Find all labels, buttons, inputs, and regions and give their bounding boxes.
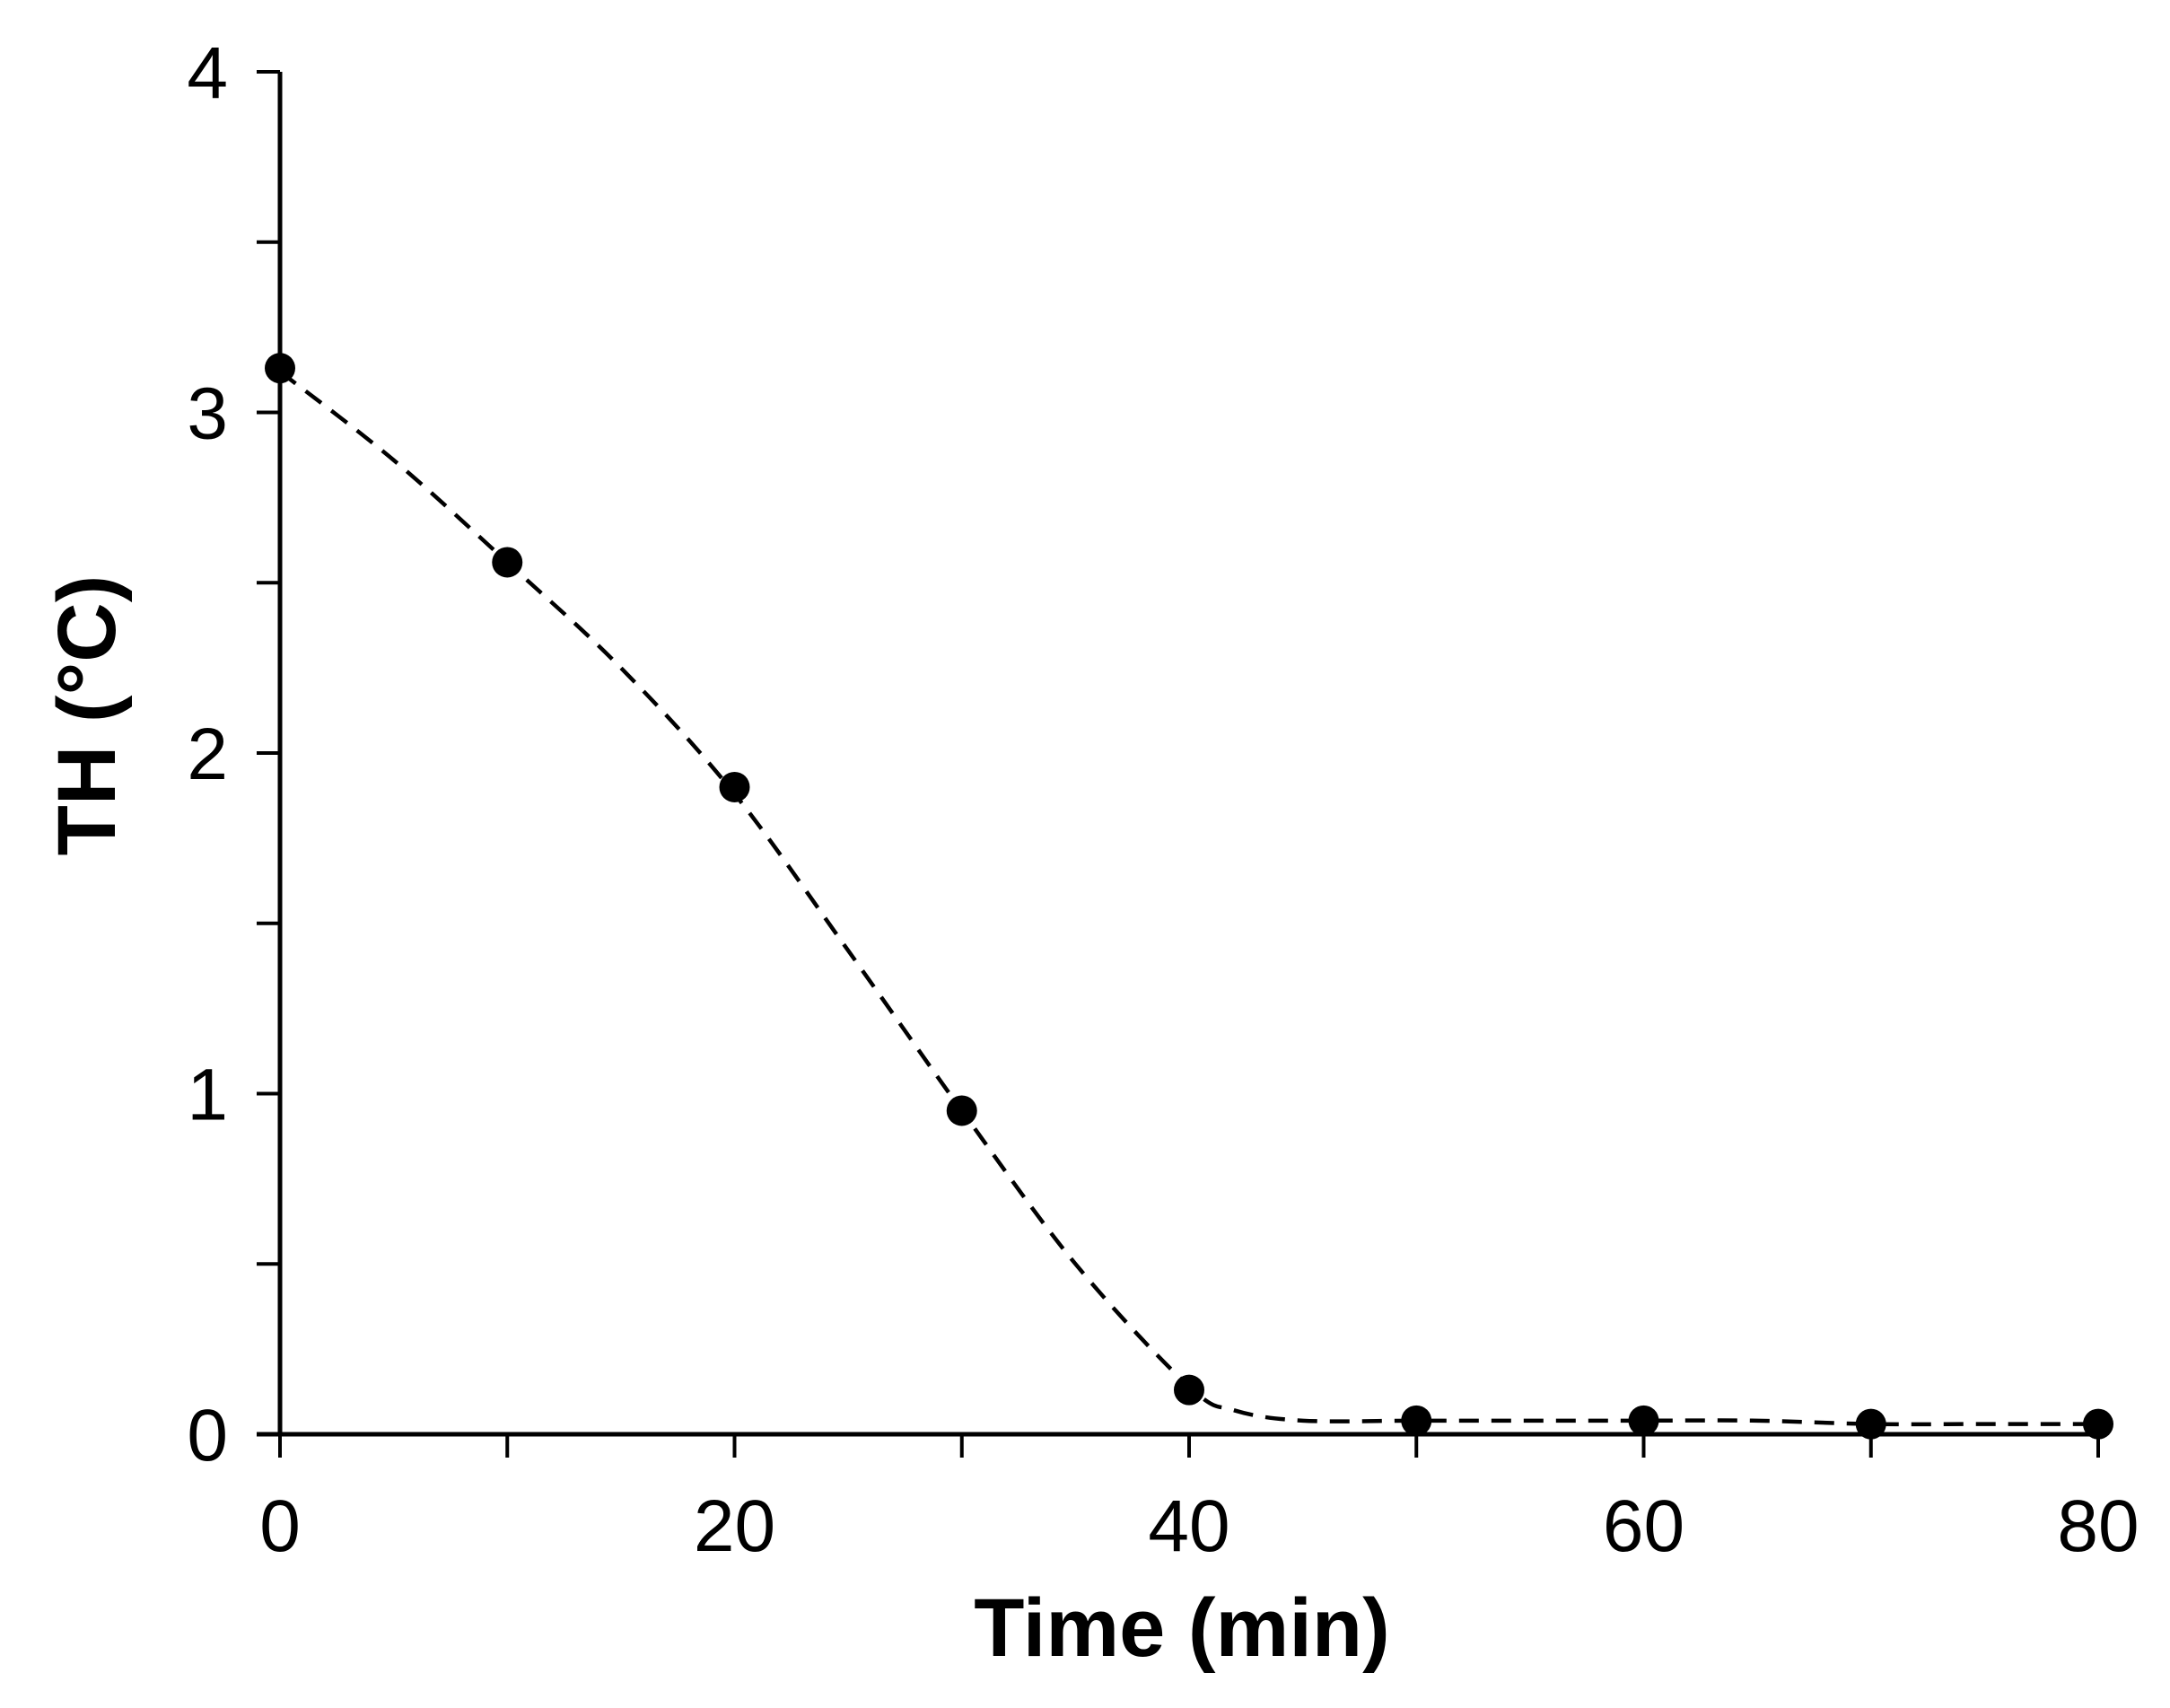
data-point: [946, 1095, 977, 1126]
y-tick-label: 1: [187, 1055, 228, 1136]
data-point: [1855, 1408, 1886, 1440]
data-point: [492, 547, 523, 578]
y-tick-label: 4: [187, 32, 228, 114]
data-point: [1628, 1405, 1659, 1436]
x-tick-label: 80: [2057, 1485, 2139, 1567]
data-point: [1174, 1374, 1204, 1406]
y-tick-label: 2: [187, 714, 228, 795]
x-axis-title: Time (min): [974, 1582, 1389, 1674]
y-axis-title: TH (°C): [41, 575, 133, 856]
data-point: [1401, 1405, 1432, 1436]
y-tick-label: 0: [187, 1395, 228, 1476]
data-point: [719, 771, 750, 802]
plot-area: [265, 353, 2113, 1440]
x-tick-label: 0: [259, 1485, 301, 1567]
x-tick-label: 20: [694, 1485, 775, 1567]
y-tick-label: 3: [187, 373, 228, 455]
x-tick-label: 60: [1603, 1485, 1684, 1567]
x-tick-label: 40: [1148, 1485, 1229, 1567]
data-point: [2083, 1408, 2113, 1440]
fit-curve-dashed: [278, 370, 2098, 1427]
